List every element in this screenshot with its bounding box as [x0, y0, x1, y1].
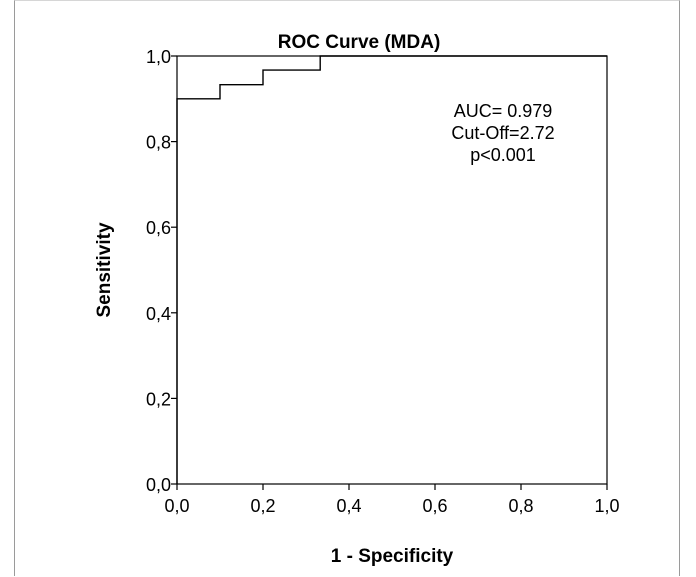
y-tick-label: 0,0 — [146, 475, 171, 495]
statistics-annotation: AUC= 0.979 Cut-Off=2.72 p<0.001 — [451, 101, 554, 165]
y-tick-label: 1,0 — [146, 47, 171, 67]
y-tick-label: 0,4 — [146, 304, 171, 324]
y-tick-label: 0,2 — [146, 389, 171, 409]
x-tick-label: 1,0 — [594, 496, 619, 516]
y-tick-label: 0,6 — [146, 218, 171, 238]
annotation-auc: AUC= 0.979 — [454, 101, 553, 121]
chart-title: ROC Curve (MDA) — [278, 32, 441, 53]
chart-frame — [14, 0, 680, 576]
roc-curve-layer — [176, 55, 607, 484]
y-axis-title: Sensitivity — [94, 222, 115, 317]
annotation-cutoff: Cut-Off=2.72 — [451, 123, 554, 143]
annotation-p-value: p<0.001 — [470, 145, 536, 165]
x-tick-label: 0,8 — [508, 496, 533, 516]
x-tick-label: 0,6 — [422, 496, 447, 516]
roc-curve-line — [176, 55, 607, 484]
y-tick-label: 0,8 — [146, 133, 171, 153]
x-tick-label: 0,0 — [164, 496, 189, 516]
x-tick-label: 0,4 — [336, 496, 361, 516]
x-axis: 0,0 0,2 0,4 0,6 0,8 1,0 — [164, 484, 620, 516]
y-axis: 0,0 0,2 0,4 0,6 0,8 1,0 — [146, 47, 177, 495]
x-axis-title: 1 - Specificity — [331, 546, 454, 567]
x-tick-label: 0,2 — [250, 496, 275, 516]
